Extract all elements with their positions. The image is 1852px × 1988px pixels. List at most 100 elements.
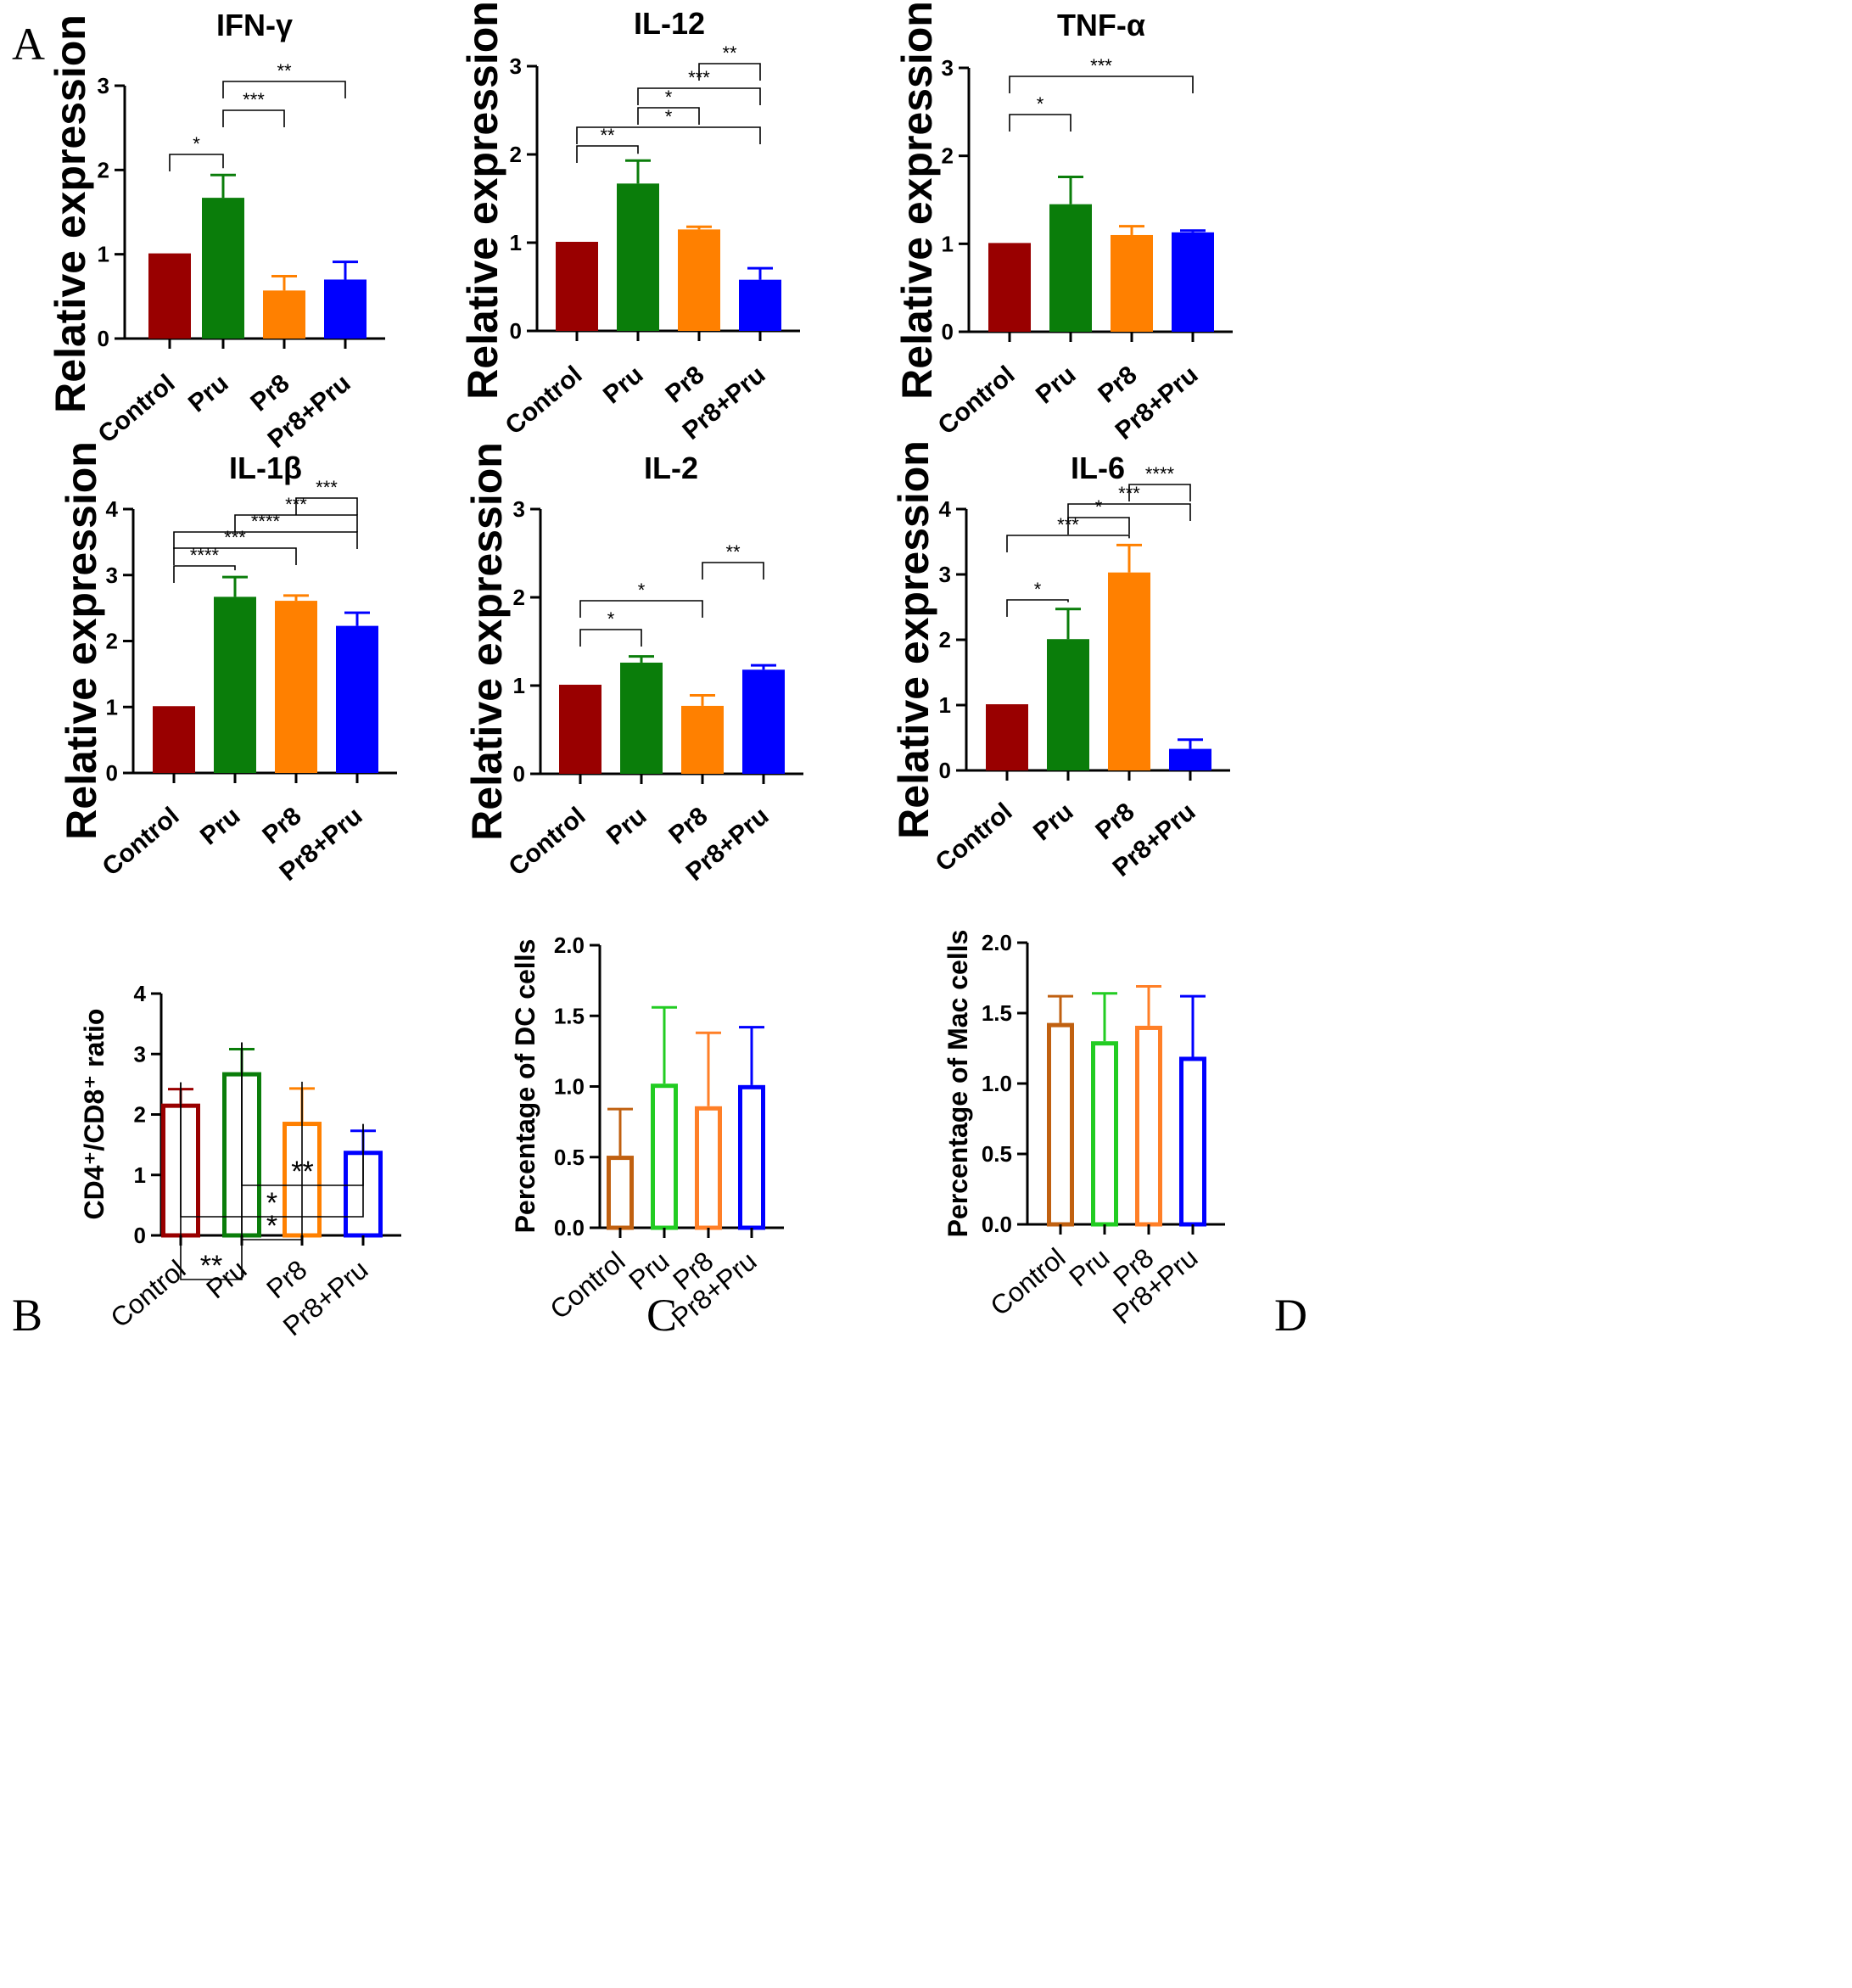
significance-label: *: [1095, 496, 1103, 518]
y-tick-label: 1: [98, 242, 109, 267]
bar-pru: [202, 198, 244, 339]
bar-pr8-pru: [1169, 748, 1211, 770]
y-tick-label: 3: [510, 53, 522, 79]
significance-bracket: [1006, 535, 1130, 552]
x-category-label: Control: [98, 802, 185, 882]
y-tick-label: 1.5: [982, 1000, 1012, 1026]
significance-bracket: [241, 1042, 364, 1186]
y-tick-label: 1: [939, 692, 951, 718]
chart-title: IFN-γ: [216, 8, 293, 42]
bar-control: [988, 244, 1031, 332]
bar-pr8: [1111, 234, 1153, 332]
x-category-label: Pr8: [257, 802, 306, 849]
bar-pru: [1091, 1041, 1118, 1227]
significance-bracket: [173, 565, 236, 583]
significance-label: *: [665, 106, 673, 127]
y-tick-label: 1.0: [554, 1074, 585, 1100]
significance-bracket: [576, 145, 639, 163]
x-category-label: Control: [504, 802, 591, 882]
bar-pr8-pru: [336, 625, 378, 773]
bar-pru: [651, 1084, 678, 1230]
bar-pr8: [1135, 1025, 1162, 1227]
significance-label: *: [193, 133, 200, 154]
chart-mac: Percentage of Mac cells 0.0 0.5 1.0 1.5 2.0 Co…: [943, 930, 1225, 1330]
significance-label: **: [291, 1156, 313, 1188]
significance-bracket: [702, 562, 764, 580]
x-category-label: Pr8: [660, 361, 709, 408]
x-category-label: Pr8: [245, 369, 294, 417]
bar-control: [153, 707, 195, 773]
bar-control: [556, 243, 598, 331]
y-tick-label: 0: [942, 319, 954, 344]
y-tick-label: 1: [510, 230, 522, 255]
y-axis-label: Percentage of DC cells: [510, 939, 540, 1234]
y-axis-label: Relative expression: [459, 1, 506, 400]
x-category-label: Control: [93, 369, 181, 449]
significance-bracket: [1067, 517, 1130, 535]
y-tick-label: 2.0: [554, 932, 585, 958]
bar-pr8-pru: [1172, 232, 1214, 332]
y-tick-label: 0: [106, 760, 118, 786]
significance-label: *: [1034, 579, 1042, 600]
y-tick-label: 0: [513, 761, 525, 787]
significance-label: *: [638, 580, 646, 601]
significance-label: **: [277, 60, 292, 81]
y-tick-label: 2: [98, 157, 109, 182]
chart-il1b: IL-1β Relative expression 0 1 2 3 4 Control Pru P…: [58, 441, 397, 887]
x-category-label: Control: [933, 361, 1021, 440]
bar-control: [607, 1156, 634, 1230]
bar-pr8-pru: [324, 279, 366, 339]
y-tick-label: 4: [939, 496, 952, 522]
panel-letter-d: D: [1274, 1290, 1307, 1341]
chart-dc: Percentage of DC cells 0.0 0.5 1.0 1.5 2.0 Con…: [510, 932, 784, 1333]
y-tick-label: 3: [106, 563, 118, 588]
significance-bracket: [637, 87, 761, 105]
significance-label: **: [725, 541, 741, 563]
significance-label: *: [266, 1187, 277, 1219]
x-category-label: Pru: [1063, 1242, 1115, 1293]
x-category-label: Pru: [601, 802, 652, 850]
panel-letter-c: C: [646, 1290, 677, 1341]
y-tick-label: 2: [939, 627, 951, 652]
significance-bracket: [169, 154, 224, 171]
significance-label: **: [200, 1250, 222, 1282]
significance-bracket: [1009, 76, 1194, 93]
y-tick-label: 1.0: [982, 1071, 1012, 1096]
x-category-label: Control: [984, 1242, 1071, 1322]
significance-label: ***: [1090, 55, 1112, 76]
y-tick-label: 0: [98, 326, 109, 351]
y-tick-label: 4: [134, 981, 147, 1006]
y-tick-label: 2: [942, 143, 954, 169]
x-category-label: Pr8: [1093, 361, 1142, 408]
y-axis-label: CD4⁺/CD8⁺ ratio: [79, 1009, 109, 1220]
chart-il12: IL-12 Relative expression 0 1 2 3 Control Pru Pr…: [459, 1, 800, 445]
y-axis-label: Relative expression: [47, 14, 94, 413]
y-tick-label: 1.5: [554, 1003, 585, 1028]
bar-pr8: [681, 705, 724, 774]
panel-letter-a: A: [12, 19, 45, 70]
y-tick-label: 4: [106, 496, 119, 522]
significance-label: ****: [251, 511, 281, 532]
bar-control: [148, 254, 191, 339]
significance-label: *: [266, 1210, 277, 1242]
y-tick-label: 2.0: [982, 930, 1012, 955]
y-tick-label: 2: [510, 142, 522, 167]
x-category-label: Control: [931, 798, 1018, 877]
significance-label: ****: [1145, 463, 1175, 484]
y-axis-label: Relative expression: [463, 442, 511, 841]
x-category-label: Pru: [1031, 361, 1082, 409]
significance-bracket: [637, 107, 700, 125]
significance-bracket: [222, 81, 346, 98]
y-tick-label: 0.0: [982, 1212, 1012, 1237]
significance-label: **: [722, 42, 737, 64]
significance-label: **: [600, 125, 615, 146]
chart-title: IL-1β: [229, 451, 302, 485]
chart-il6: IL-6 Relative expression 0 1 2 3 4 Control Pru Pr…: [890, 440, 1230, 882]
significance-label: ***: [243, 89, 265, 110]
significance-bracket: [579, 629, 642, 647]
bar-pr8: [263, 290, 305, 339]
bar-pr8: [1108, 572, 1150, 770]
bar-pru: [214, 596, 256, 773]
significance-bracket: [1006, 599, 1069, 617]
significance-bracket: [579, 600, 703, 618]
